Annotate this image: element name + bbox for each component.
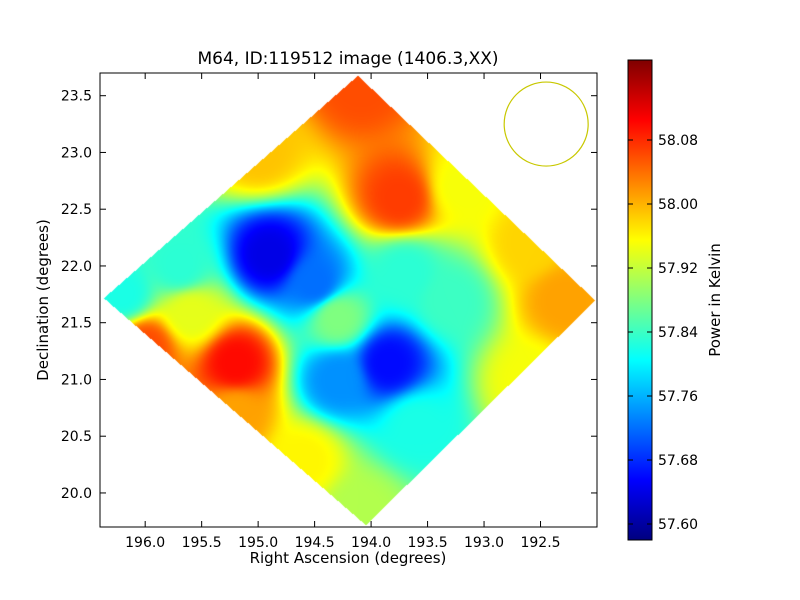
plot-area: 196.0 195.5 195.0 194.5 194.0 193.5 193.0 192.5… xyxy=(61,72,598,551)
colorbar-label: Power in Kelvin xyxy=(706,243,724,357)
colorbar-tick-label: 58.00 xyxy=(658,197,698,213)
y-tick-label: 20.5 xyxy=(61,429,92,445)
colorbar-tick-label: 57.84 xyxy=(658,325,698,341)
beam-circle xyxy=(503,81,589,167)
x-tick-label: 196.0 xyxy=(125,535,165,551)
colorbar-ticks: 57.60 57.68 57.76 57.84 57.92 58.00 58.08 xyxy=(628,133,698,533)
x-tick-label: 192.5 xyxy=(520,535,560,551)
y-tick-label: 21.0 xyxy=(61,372,92,388)
colorbar-tick-label: 57.76 xyxy=(658,389,698,405)
y-tick-label: 22.0 xyxy=(61,259,92,275)
x-tick-label: 194.5 xyxy=(295,535,335,551)
x-tick-label: 194.0 xyxy=(351,535,391,551)
x-tick-label: 193.0 xyxy=(464,535,504,551)
y-tick-label: 22.5 xyxy=(61,202,92,218)
chart-title: M64, ID:119512 image (1406.3,XX) xyxy=(197,49,498,69)
colorbar-tick-label: 57.68 xyxy=(658,453,698,469)
y-axis-label: Declination (degrees) xyxy=(34,219,52,381)
colorbar-tick-label: 57.60 xyxy=(658,517,698,533)
y-tick-label: 23.0 xyxy=(61,145,92,161)
x-axis-ticks: 196.0 195.5 195.0 194.5 194.0 193.5 193.0 192.5 xyxy=(125,73,561,551)
x-axis-label: Right Ascension (degrees) xyxy=(250,549,447,567)
y-tick-label: 23.5 xyxy=(61,89,92,105)
x-tick-label: 195.5 xyxy=(182,535,222,551)
x-tick-label: 195.0 xyxy=(238,535,278,551)
colorbar-frame xyxy=(627,59,653,541)
y-tick-label: 20.0 xyxy=(61,486,92,502)
colorbar-gradient xyxy=(628,60,652,540)
y-tick-label: 21.5 xyxy=(61,316,92,332)
colorbar: 57.60 57.68 57.76 57.84 57.92 58.00 58.08 Powe… xyxy=(627,59,724,541)
heatmap-image xyxy=(100,73,597,527)
plot-frame xyxy=(99,72,598,528)
x-tick-label: 193.5 xyxy=(408,535,448,551)
colorbar-tick-label: 57.92 xyxy=(658,261,698,277)
colorbar-tick-label: 58.08 xyxy=(658,133,698,149)
y-axis-ticks: 20.0 20.5 21.0 21.5 22.0 22.5 23.0 23.5 xyxy=(61,89,597,502)
